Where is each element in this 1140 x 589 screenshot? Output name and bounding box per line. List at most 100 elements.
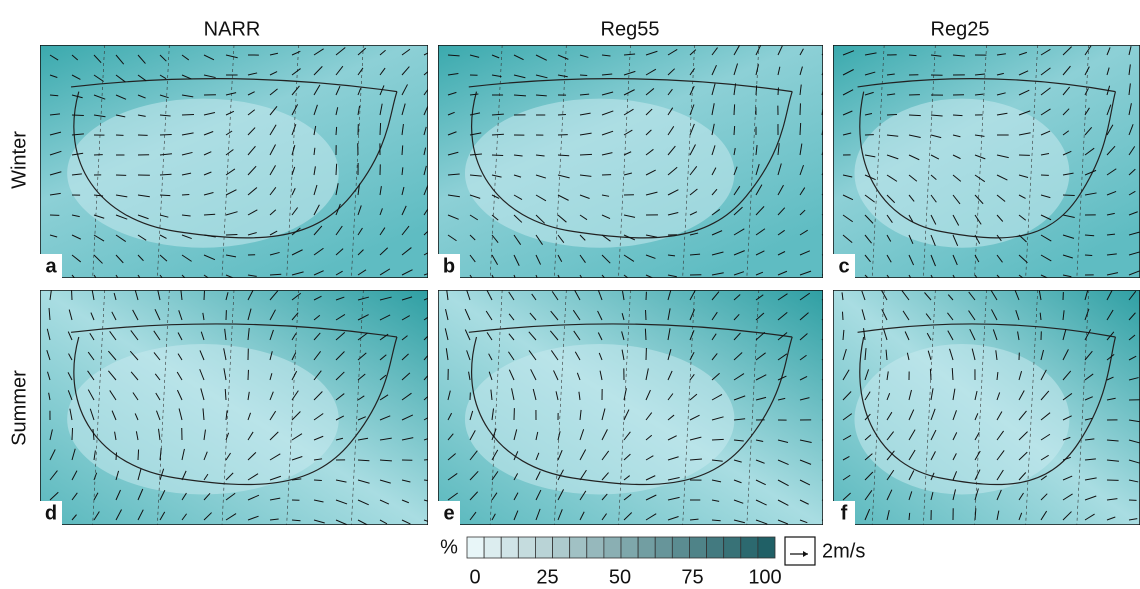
- wind-vector: [799, 292, 811, 301]
- wind-vector: [357, 416, 366, 421]
- wind-vector: [1040, 475, 1047, 481]
- wind-vector: [269, 251, 280, 256]
- wind-vector: [579, 274, 583, 278]
- wind-vector: [930, 274, 934, 278]
- wind-vector: [199, 350, 205, 361]
- wind-vector: [291, 478, 302, 481]
- wind-vector: [291, 433, 303, 441]
- wind-vector: [199, 369, 205, 381]
- wind-vector: [202, 408, 205, 421]
- wind-vector: [508, 351, 515, 361]
- wind-vector: [908, 214, 914, 223]
- wind-vector: [269, 88, 278, 96]
- wind-vector: [71, 514, 77, 521]
- wind-vector: [864, 71, 876, 76]
- wind-vector: [733, 294, 741, 301]
- wind-vector: [733, 459, 742, 463]
- wind-vector: [269, 453, 281, 461]
- wind-vector: [269, 71, 278, 76]
- wind-vector: [755, 163, 760, 176]
- wind-vector: [401, 372, 411, 381]
- wind-vector: [48, 308, 51, 321]
- wind-vector: [881, 308, 888, 321]
- wind-vector: [799, 48, 804, 56]
- wind-vector: [908, 512, 911, 521]
- wind-vector: [733, 166, 738, 176]
- wind-vector: [1017, 331, 1020, 341]
- wind-vector: [49, 234, 58, 238]
- wind-vector: [291, 312, 299, 321]
- wind-vector: [901, 290, 910, 301]
- wind-vector: [67, 372, 73, 381]
- wind-vector: [755, 439, 764, 442]
- wind-vector: [821, 419, 823, 421]
- wind-vector: [777, 459, 789, 466]
- wind-vector: [1039, 312, 1042, 321]
- wind-vector: [991, 309, 998, 321]
- wind-vector: [247, 494, 260, 501]
- wind-vector: [952, 388, 956, 401]
- wind-vector: [291, 352, 297, 361]
- wind-vector: [535, 508, 541, 521]
- wind-vector: [49, 150, 62, 156]
- wind-vector: [864, 154, 876, 158]
- colorbar-swatch: [757, 536, 776, 559]
- wind-vector: [623, 431, 631, 441]
- wind-vector: [557, 254, 563, 263]
- wind-vector: [447, 412, 453, 421]
- wind-vector: [1018, 431, 1028, 441]
- land-shade: [67, 344, 339, 495]
- wind-vector: [576, 372, 581, 381]
- wind-vector: [224, 328, 227, 341]
- wind-vector: [777, 143, 780, 156]
- wind-vector: [886, 393, 891, 401]
- wind-vector: [114, 431, 117, 441]
- wind-vector: [401, 167, 404, 176]
- wind-vector: [1084, 290, 1089, 301]
- graticule: [554, 45, 567, 278]
- wind-vector: [623, 70, 636, 76]
- wind-vector: [799, 519, 808, 524]
- wind-vector: [579, 132, 592, 136]
- wind-vector: [864, 413, 871, 421]
- wind-vector: [491, 54, 500, 59]
- wind-vector: [447, 131, 457, 136]
- wind-vector: [579, 214, 588, 221]
- wind-vector: [1084, 438, 1095, 441]
- wind-vector: [1040, 493, 1048, 501]
- border-line: [70, 323, 398, 338]
- wind-vector: [579, 409, 582, 421]
- wind-vector: [469, 430, 476, 441]
- wind-vector: [550, 310, 559, 321]
- wind-vector: [469, 112, 481, 116]
- wind-vector: [777, 251, 786, 256]
- wind-vector: [623, 234, 636, 241]
- wind-vector: [401, 519, 411, 525]
- wind-vector: [623, 151, 632, 156]
- wind-vector: [886, 431, 895, 441]
- graticule: [682, 45, 695, 278]
- wind-vector: [601, 194, 610, 197]
- wind-vector: [1062, 46, 1072, 56]
- wind-vector: [689, 458, 702, 461]
- wind-vector: [203, 151, 212, 156]
- wind-vector: [886, 234, 892, 242]
- wind-vector: [71, 94, 83, 99]
- wind-vector: [689, 85, 695, 96]
- wind-vector: [357, 437, 369, 441]
- wind-vector: [269, 106, 278, 116]
- wind-vector: [864, 214, 874, 224]
- wind-vector: [469, 234, 476, 241]
- wind-vector: [821, 358, 823, 361]
- wind-vector: [87, 351, 95, 361]
- wind-vector: [491, 492, 498, 501]
- wind-vector: [379, 268, 391, 276]
- wind-vector: [423, 416, 428, 421]
- wind-vector: [335, 499, 348, 505]
- wind-vector: [447, 151, 459, 156]
- wind-vector: [247, 328, 250, 341]
- wind-vector: [291, 456, 303, 461]
- panel-label-box: [40, 254, 62, 278]
- wind-vector: [529, 312, 537, 321]
- wind-vector: [733, 352, 743, 361]
